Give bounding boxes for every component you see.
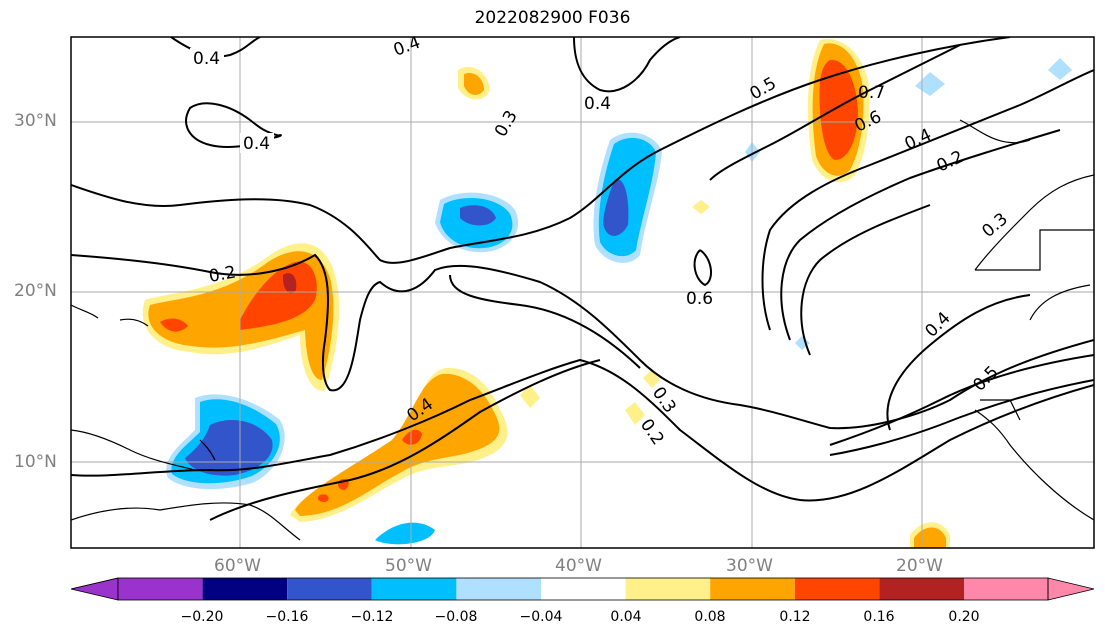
contours bbox=[71, 37, 1094, 521]
contour-label: 0.2 bbox=[636, 415, 668, 449]
colorbar-tick: −0.16 bbox=[265, 609, 309, 625]
lat-label-10n: 10°N bbox=[14, 452, 57, 472]
colorbar-tick: −0.08 bbox=[434, 609, 478, 625]
lon-label-60w: 60°W bbox=[214, 556, 261, 576]
colorbar-tick: 0.08 bbox=[694, 609, 726, 625]
map-frame bbox=[70, 36, 1095, 549]
contour-label: 0.4 bbox=[584, 94, 611, 114]
colorbar bbox=[70, 577, 1095, 601]
lon-label-50w: 50°W bbox=[385, 556, 432, 576]
graticule bbox=[71, 37, 1094, 548]
map-title: 2022082900 F036 bbox=[474, 8, 631, 28]
lon-label-30w: 30°W bbox=[726, 556, 773, 576]
contour-label: 0.4 bbox=[243, 134, 270, 154]
colorbar-tick: −0.04 bbox=[519, 609, 563, 625]
contour-label: 0.3 bbox=[978, 209, 1012, 242]
lat-label-30n: 30°N bbox=[14, 111, 57, 131]
contour-label: 0.3 bbox=[648, 383, 680, 417]
lon-label-20w: 20°W bbox=[896, 556, 943, 576]
contour-label: 0.3 bbox=[491, 107, 522, 140]
contour-label: 0.2 bbox=[934, 147, 967, 177]
contour-label: 0.7 bbox=[858, 83, 885, 103]
contour-label: 0.6 bbox=[686, 289, 713, 309]
colorbar-tick: 0.12 bbox=[779, 609, 811, 625]
shading-layer bbox=[142, 39, 1072, 548]
colorbar-tick: −0.20 bbox=[180, 609, 224, 625]
lon-label-40w: 40°W bbox=[555, 556, 602, 576]
contour-label: 0.2 bbox=[207, 263, 237, 287]
lat-label-20n: 20°N bbox=[14, 281, 57, 301]
colorbar-tick: 0.20 bbox=[948, 609, 980, 625]
contour-label: 0.5 bbox=[969, 362, 1002, 395]
colorbar-tick: 0.16 bbox=[863, 609, 895, 625]
contour-label: 0.4 bbox=[921, 308, 954, 341]
contour-label: 0.4 bbox=[193, 49, 220, 69]
colorbar-tick: −0.12 bbox=[350, 609, 394, 625]
colorbar-tick: 0.04 bbox=[610, 609, 642, 625]
